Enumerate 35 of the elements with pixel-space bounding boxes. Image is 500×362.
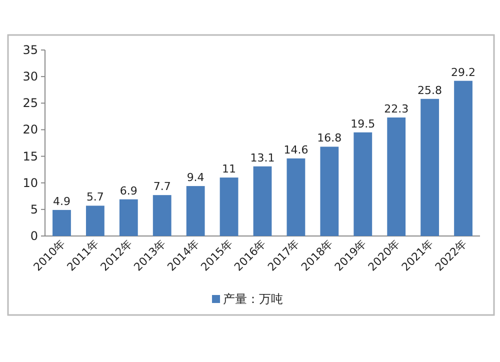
data-label: 19.5 (350, 117, 376, 130)
y-tick-label: 10 (22, 176, 38, 190)
y-tick-label: 5 (30, 202, 38, 216)
data-label: 14.6 (284, 143, 308, 156)
y-tick-label: 15 (22, 149, 38, 164)
data-label: 11 (222, 162, 236, 176)
data-label: 25.8 (418, 84, 442, 97)
bar (152, 195, 172, 236)
bar (186, 186, 205, 236)
y-tick-label: 25 (22, 96, 38, 110)
data-label: 9.4 (186, 171, 204, 184)
data-label: 5.7 (86, 190, 104, 204)
y-tick-label: 20 (22, 122, 38, 137)
y-tick-label: 35 (22, 43, 38, 57)
bar (387, 117, 406, 236)
bar (119, 199, 138, 236)
data-label: 13.1 (250, 151, 275, 164)
bar (52, 210, 71, 236)
bar (286, 158, 306, 236)
data-label: 29.2 (451, 66, 476, 79)
data-label: 7.7 (153, 180, 171, 194)
data-label: 6.9 (120, 184, 138, 198)
bar (454, 80, 472, 236)
bar (86, 206, 104, 236)
data-label: 4.9 (52, 194, 70, 208)
data-label: 16.8 (317, 132, 342, 145)
y-tick-label: 30 (22, 70, 38, 84)
bar (420, 98, 440, 236)
bar (253, 166, 272, 236)
y-tick-label: 0 (30, 229, 38, 243)
data-label: 22.3 (384, 102, 409, 116)
bar (320, 146, 339, 236)
bar (354, 132, 372, 236)
bar (220, 178, 238, 236)
legend-label: 产量：万吨 (223, 292, 283, 306)
